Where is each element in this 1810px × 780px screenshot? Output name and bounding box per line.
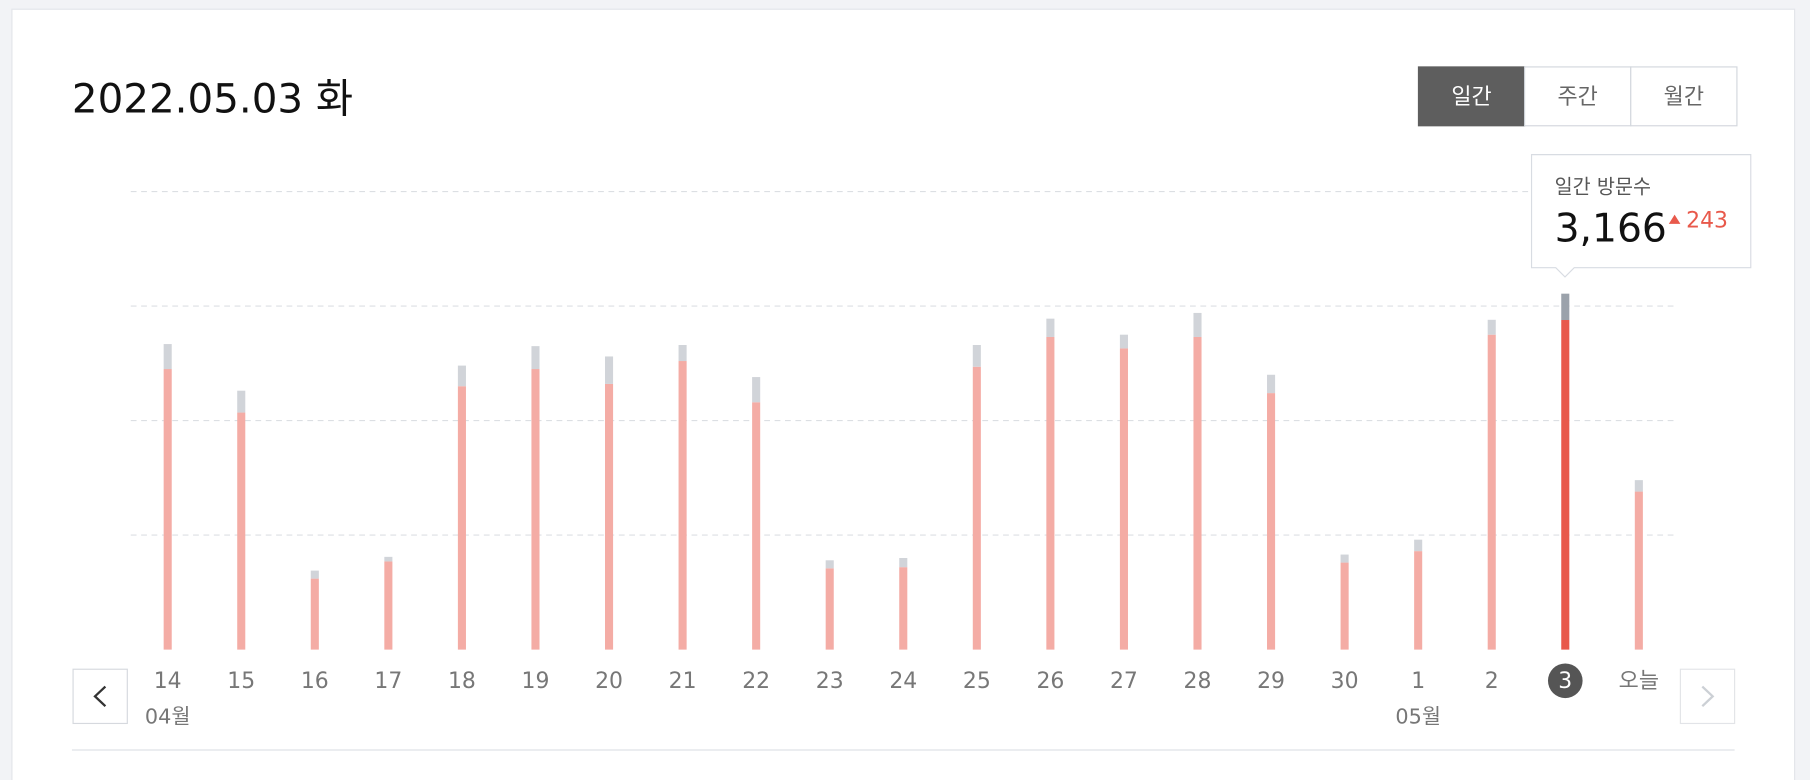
- bar-segment: [310, 578, 319, 650]
- bar-segment: [605, 356, 614, 384]
- bar-segment: [1634, 491, 1643, 650]
- bar-segment: [1414, 551, 1423, 650]
- period-tabs: 일간 주간 월간: [1417, 66, 1738, 127]
- tooltip-change: 243: [1686, 209, 1728, 234]
- x-tick-label: 18: [448, 669, 476, 694]
- bar-segment: [384, 556, 393, 562]
- x-tick-label: 22: [742, 669, 770, 694]
- bar-segment: [1046, 336, 1055, 650]
- bar-segment: [1487, 319, 1496, 335]
- x-tick-label: 17: [374, 669, 402, 694]
- x-tick-label: 14: [154, 669, 182, 694]
- bar-segment: [678, 344, 687, 362]
- x-tick-label: 오늘: [1619, 669, 1659, 694]
- bar-segment: [1340, 562, 1349, 650]
- bar-segment: [752, 377, 761, 403]
- x-tick-label: 27: [1110, 669, 1138, 694]
- bar-segment: [1119, 348, 1128, 650]
- x-tick-label: 20: [595, 669, 623, 694]
- x-tick-label: 16: [301, 669, 329, 694]
- bar-segment: [237, 390, 246, 413]
- change-arrow: [1668, 214, 1681, 224]
- bar-segment: [1561, 320, 1570, 650]
- bar-segment: [531, 346, 540, 370]
- bar-segment: [605, 383, 614, 650]
- x-tick-label: 28: [1184, 669, 1212, 694]
- bar-segment: [1193, 312, 1202, 337]
- bar-segment: [825, 568, 834, 650]
- bar-segment: [457, 365, 466, 387]
- bar-segment: [531, 369, 540, 650]
- bar-segment: [1119, 334, 1128, 349]
- next-icon: [1701, 685, 1715, 707]
- bar-segment: [899, 558, 908, 568]
- bar-segment: [237, 412, 246, 650]
- bars: [163, 293, 1643, 650]
- x-tick-label: 24: [889, 669, 917, 694]
- x-tick-label: 29: [1257, 669, 1285, 694]
- x-tick-label: 21: [669, 669, 697, 694]
- x-tick-label: 26: [1036, 669, 1064, 694]
- month-label: 04월: [145, 705, 191, 729]
- bar-segment: [1340, 554, 1349, 563]
- bar-segment: [678, 361, 687, 650]
- date-title: 2022.05.03 화: [72, 76, 353, 123]
- tooltip: 일간 방문수 3,166 243: [1530, 154, 1752, 278]
- bar-segment: [1487, 334, 1496, 650]
- bar-segment: [163, 369, 172, 650]
- x-tick-label: 1: [1411, 669, 1425, 694]
- bar-segment: [972, 366, 981, 650]
- next-button[interactable]: [1679, 668, 1736, 725]
- bar-segment: [1561, 293, 1570, 321]
- card: [11, 8, 1796, 780]
- x-tick-label: 30: [1331, 669, 1359, 694]
- x-tick-label: 2: [1485, 669, 1499, 694]
- tab-label: 일간: [1451, 85, 1491, 110]
- bar-segment: [163, 344, 172, 370]
- bar-segment: [310, 570, 319, 579]
- bar-segment: [384, 561, 393, 650]
- selected-day-marker: [1547, 663, 1583, 699]
- x-tick-label: 25: [963, 669, 991, 694]
- x-tick-label: 23: [816, 669, 844, 694]
- tooltip-box: [1530, 154, 1752, 278]
- tab-button[interactable]: [1417, 66, 1526, 127]
- prev-button[interactable]: [72, 668, 128, 725]
- bar-segment: [1634, 480, 1643, 492]
- tooltip-label: 일간 방문수: [1555, 176, 1651, 199]
- bar-segment: [1193, 336, 1202, 650]
- bar-segment: [1267, 374, 1276, 394]
- tab-label: 주간: [1558, 85, 1598, 110]
- bar-segment: [1046, 318, 1055, 337]
- prev-icon: [93, 685, 107, 707]
- x-tick-label: 15: [227, 669, 255, 694]
- tab-button[interactable]: [1630, 66, 1738, 127]
- bar-segment: [825, 560, 834, 569]
- bar-segment: [457, 386, 466, 650]
- month-label: 05월: [1395, 705, 1441, 729]
- bar-segment: [899, 567, 908, 650]
- grid: [130, 190, 1674, 536]
- tab-button[interactable]: [1524, 66, 1632, 127]
- x-tick-label: 3: [1558, 669, 1572, 694]
- bar-segment: [1414, 539, 1423, 552]
- bar-segment: [752, 402, 761, 650]
- bar-segment: [972, 344, 981, 367]
- tab-label: 월간: [1664, 85, 1704, 110]
- tooltip-value: 3,166: [1555, 206, 1667, 251]
- bar-segment: [1267, 393, 1276, 650]
- x-tick-label: 19: [522, 669, 550, 694]
